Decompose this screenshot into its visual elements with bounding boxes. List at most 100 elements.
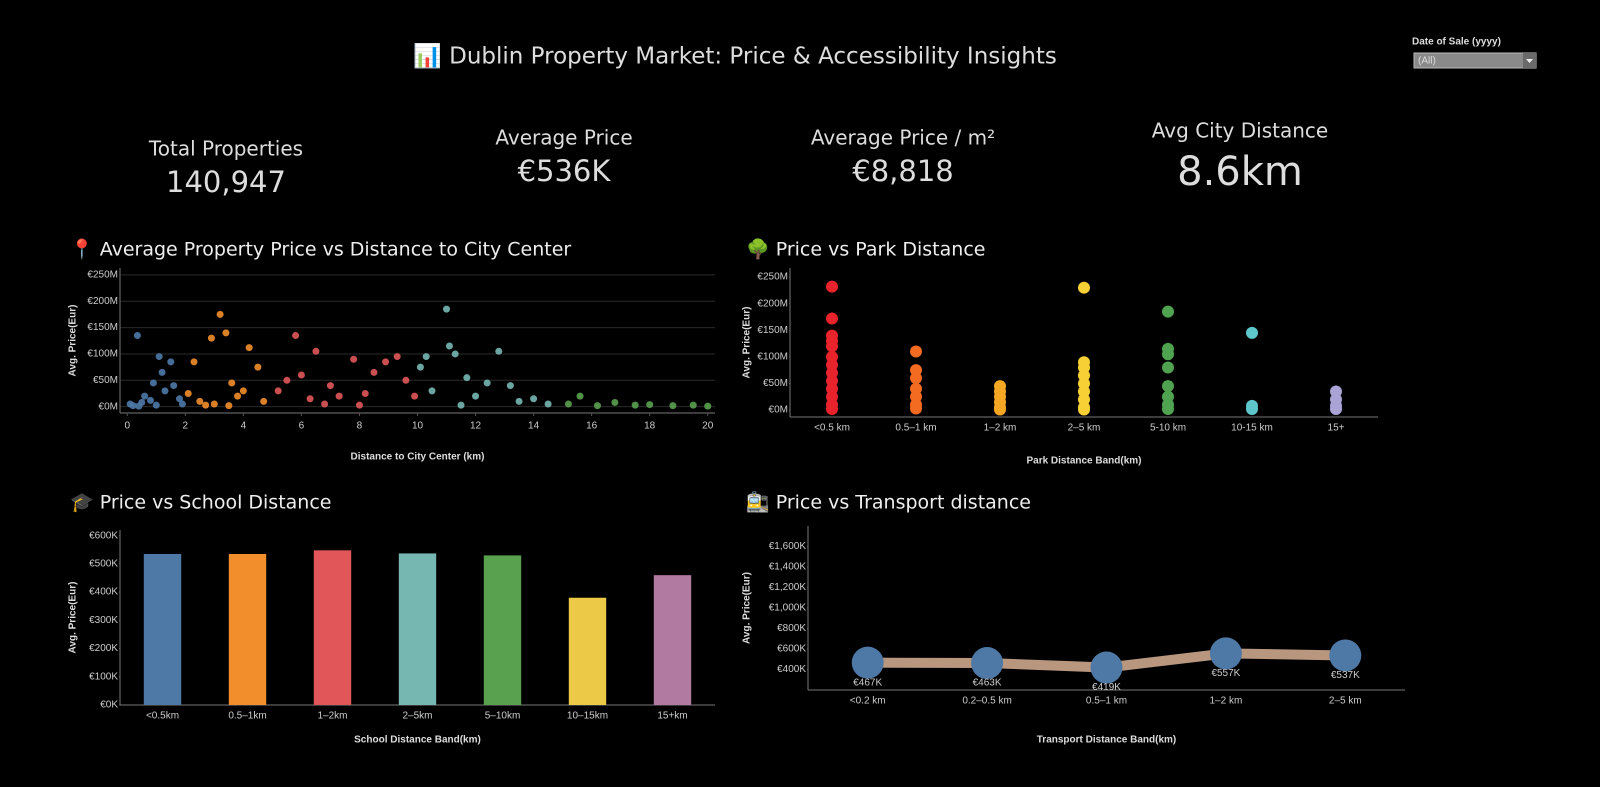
kpi-label: Average Price / m² bbox=[811, 126, 995, 150]
x-tick-label: 20 bbox=[702, 421, 714, 432]
x-axis-label: Transport Distance Band(km) bbox=[1037, 735, 1176, 746]
scatter-point bbox=[515, 397, 523, 405]
y-tick-label: €200M bbox=[87, 296, 118, 307]
scatter-point bbox=[564, 400, 572, 408]
scatter-point bbox=[704, 402, 712, 410]
scatter-point bbox=[176, 395, 183, 403]
y-axis-label: Avg. Price(Eur) bbox=[68, 582, 79, 654]
scatter-point bbox=[254, 363, 262, 371]
y-tick-label: €500K bbox=[89, 559, 118, 570]
x-tick-label: 12 bbox=[470, 421, 482, 432]
y-axis-label: Avg. Price(Eur) bbox=[742, 307, 753, 379]
x-axis-label: Park Distance Band(km) bbox=[1026, 456, 1141, 467]
scatter-point bbox=[483, 379, 491, 387]
x-tick-label: <0.5km bbox=[146, 711, 179, 722]
x-tick-label: 2–5 km bbox=[1068, 423, 1101, 434]
x-tick-label: 18 bbox=[644, 421, 656, 432]
scatter-point bbox=[207, 334, 215, 342]
y-tick-label: €50M bbox=[93, 375, 118, 386]
scatter-point bbox=[146, 396, 154, 404]
scatter-point bbox=[292, 331, 300, 339]
scatter-point bbox=[190, 358, 198, 366]
x-tick-label: 0 bbox=[124, 421, 130, 432]
y-tick-label: €150M bbox=[87, 322, 118, 333]
y-tick-label: €250M bbox=[757, 272, 788, 283]
bar bbox=[653, 575, 692, 705]
scatter-point bbox=[135, 402, 143, 410]
y-tick-label: €150M bbox=[757, 325, 788, 336]
scatter-point bbox=[428, 387, 436, 395]
kpi-value: €8,818 bbox=[852, 154, 953, 188]
data-label: €419K bbox=[1092, 682, 1121, 693]
scatter-point bbox=[506, 382, 514, 390]
chart-title: 🚉 Price vs Transport distance bbox=[746, 491, 1031, 514]
scatter-point bbox=[457, 401, 465, 409]
x-tick-label: 1–2km bbox=[317, 711, 347, 722]
y-tick-label: €1,400K bbox=[769, 562, 807, 573]
scatter-point bbox=[416, 363, 424, 371]
bar bbox=[568, 597, 607, 705]
y-tick-label: €100M bbox=[757, 352, 788, 363]
x-tick-label: 14 bbox=[528, 421, 540, 432]
kpi-value: 8.6km bbox=[1177, 149, 1303, 195]
strip-point bbox=[1078, 281, 1090, 294]
kpi-label: Avg City Distance bbox=[1152, 119, 1328, 143]
scatter-point bbox=[161, 387, 169, 395]
x-tick-label: 5-10 km bbox=[1150, 423, 1186, 434]
scatter-point bbox=[167, 358, 175, 366]
kpi-label: Average Price bbox=[495, 126, 632, 150]
scatter-point bbox=[411, 392, 419, 400]
strip-point bbox=[910, 372, 922, 385]
line-marker bbox=[1090, 651, 1123, 684]
strip-point bbox=[1162, 305, 1174, 318]
x-axis-label: School Distance Band(km) bbox=[354, 735, 481, 746]
chart-title: 🌳 Price vs Park Distance bbox=[746, 238, 985, 261]
bar bbox=[143, 553, 182, 705]
strip-point bbox=[1246, 403, 1258, 416]
scatter-point bbox=[689, 401, 697, 409]
scatter-point bbox=[350, 355, 358, 363]
scatter-point bbox=[402, 376, 410, 384]
bar bbox=[313, 550, 352, 705]
x-tick-label: 0.5–1 km bbox=[895, 423, 936, 434]
scatter-point bbox=[158, 368, 166, 376]
scatter-point bbox=[463, 374, 471, 382]
scatter-point bbox=[335, 392, 343, 400]
dashboard-title: 📊 Dublin Property Market: Price & Access… bbox=[413, 43, 1057, 70]
strip-point bbox=[994, 403, 1006, 416]
strip-point bbox=[1078, 403, 1090, 416]
y-tick-label: €600K bbox=[777, 644, 806, 655]
data-label: €557K bbox=[1211, 668, 1240, 679]
y-tick-label: €100K bbox=[89, 671, 118, 682]
strip-point bbox=[826, 312, 838, 325]
strip-point bbox=[1162, 403, 1174, 416]
line-marker bbox=[971, 647, 1004, 680]
scatter-point bbox=[210, 400, 218, 408]
scatter-point bbox=[184, 389, 192, 397]
strip-point bbox=[1246, 326, 1258, 339]
bar bbox=[483, 555, 522, 705]
x-tick-label: 15+km bbox=[657, 711, 687, 722]
y-tick-label: €800K bbox=[777, 623, 806, 634]
scatter-point bbox=[141, 392, 149, 400]
x-tick-label: 4 bbox=[241, 421, 247, 432]
x-axis-label: Distance to City Center (km) bbox=[351, 452, 485, 463]
scatter-point bbox=[133, 331, 141, 339]
strip-point bbox=[910, 345, 922, 358]
scatter-point bbox=[370, 368, 378, 376]
scatter-point bbox=[361, 389, 369, 397]
filter-label: Date of Sale (yyyy) bbox=[1412, 37, 1501, 48]
scatter-point bbox=[669, 402, 677, 410]
strip-point bbox=[826, 280, 838, 293]
x-tick-label: <0.2 km bbox=[850, 696, 886, 707]
x-tick-label: 8 bbox=[357, 421, 363, 432]
scatter-point bbox=[576, 392, 584, 400]
y-tick-label: €600K bbox=[89, 530, 118, 541]
data-label: €467K bbox=[853, 677, 882, 688]
filter-value: (All) bbox=[1418, 56, 1436, 67]
y-tick-label: €1,000K bbox=[769, 603, 807, 614]
strip-point bbox=[1330, 403, 1342, 416]
scatter-point bbox=[152, 401, 160, 409]
kpi-value: 140,947 bbox=[166, 165, 286, 199]
